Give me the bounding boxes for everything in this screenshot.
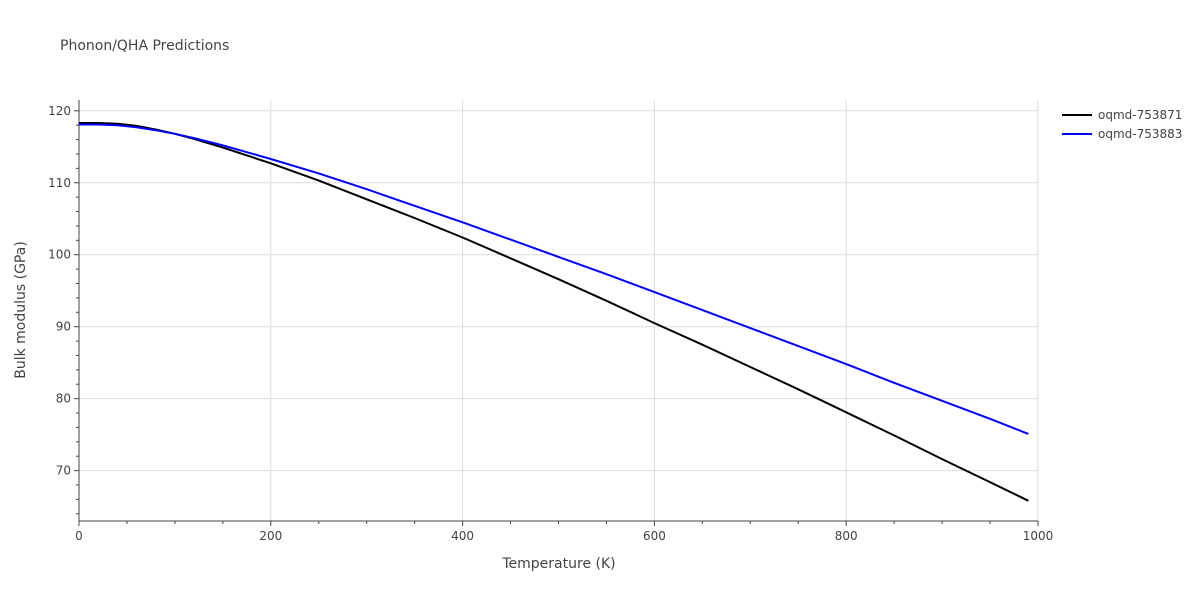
legend: oqmd-753871 oqmd-753883: [1062, 108, 1182, 141]
y-tick-label: 80: [56, 392, 71, 406]
series-layer: [79, 122, 1029, 502]
x-tick-label: 800: [835, 529, 858, 543]
y-tick-label: 100: [48, 248, 71, 262]
y-axis-label: Bulk modulus (GPa): [13, 241, 29, 379]
x-tick-label: 200: [259, 529, 282, 543]
x-axis-label: Temperature (K): [501, 556, 615, 572]
y-tick-label: 90: [56, 320, 71, 334]
y-tick-label: 70: [56, 464, 71, 478]
axes: [74, 100, 1039, 526]
x-tick-label: 600: [643, 529, 666, 543]
tick-labels: 0 200 400 600 800 1000 70 80 90 100 110 120: [48, 104, 1053, 543]
grid: [79, 100, 1039, 521]
chart-title: Phonon/QHA Predictions: [60, 38, 229, 54]
x-tick-label: 0: [75, 529, 83, 543]
x-tick-label: 400: [451, 529, 474, 543]
legend-item-label: oqmd-753883: [1098, 127, 1182, 141]
x-tick-label: 1000: [1023, 529, 1054, 543]
y-tick-label: 110: [48, 176, 71, 190]
series-line-oqmd-753883: [79, 123, 1029, 435]
legend-item-label: oqmd-753871: [1098, 108, 1182, 122]
series-line-oqmd-753871: [79, 122, 1029, 502]
y-tick-label: 120: [48, 104, 71, 118]
